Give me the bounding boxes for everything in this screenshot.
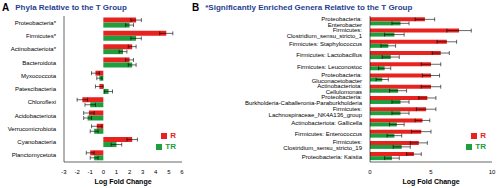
svg-text:10: 10: [489, 169, 492, 175]
html-text:B: B: [192, 1, 200, 13]
html-text:*Significantly Enriched Genera: *Significantly Enriched Genera Relative …: [205, 2, 413, 12]
svg-text:Planctomycetota: Planctomycetota: [12, 152, 57, 158]
svg-text:6: 6: [180, 169, 184, 175]
svg-text:Verrucomicrobiota: Verrucomicrobiota: [8, 126, 57, 132]
svg-text:Firmicutes*: Firmicutes*: [26, 33, 57, 39]
svg-text:-1: -1: [88, 169, 94, 175]
html-text:Phyla Relative to the T Group: Phyla Relative to the T Group: [15, 2, 127, 12]
svg-text:0: 0: [102, 169, 106, 175]
svg-text:2: 2: [128, 169, 132, 175]
svg-text:5: 5: [167, 169, 171, 175]
svg-text:Proteobacteria:Enterobacter: Proteobacteria:Enterobacter: [321, 16, 362, 28]
svg-text:5: 5: [429, 169, 433, 175]
svg-text:Proteobacteria:Gluconacetobact: Proteobacteria:Gluconacetobacter: [312, 72, 363, 84]
html-text:R: R: [170, 131, 176, 140]
svg-text:Actinobacteriota*: Actinobacteriota*: [11, 46, 57, 52]
svg-text:Proteobacteria*: Proteobacteria*: [15, 20, 57, 26]
html-text:A: A: [2, 1, 10, 13]
svg-text:Log Fold Change: Log Fold Change: [94, 178, 151, 186]
svg-text:Acidobacteriota: Acidobacteriota: [15, 113, 57, 119]
html-text:TR: TR: [475, 142, 486, 151]
svg-text:Actinobacteriota: Gallicella: Actinobacteriota: Gallicella: [291, 120, 362, 126]
svg-text:Actinobacteriota:Cellulomonas: Actinobacteriota:Cellulomonas: [317, 83, 362, 95]
svg-text:Firmicutes: Lactobacillus: Firmicutes: Lactobacillus: [296, 52, 362, 58]
svg-text:Proteobacteria: Kaistia: Proteobacteria: Kaistia: [302, 154, 363, 160]
svg-text:Chloroflexi: Chloroflexi: [28, 99, 56, 105]
svg-text:Firmicutes: Leuconostoc: Firmicutes: Leuconostoc: [297, 64, 362, 70]
svg-text:Firmicutes:Clostridium_sensu_s: Firmicutes:Clostridium_sensu_stricto_1: [287, 27, 363, 39]
svg-text:4: 4: [154, 169, 158, 175]
html-text:R: R: [480, 131, 486, 140]
svg-text:1: 1: [115, 169, 119, 175]
svg-text:Firmicutes:Lachnospiraceae_NK4: Firmicutes:Lachnospiraceae_NK4A136_group: [269, 106, 363, 118]
svg-text:Firmicutes: Enterococcus: Firmicutes: Enterococcus: [295, 131, 362, 137]
svg-text:Proteobacteria:Burkholderia-Ca: Proteobacteria:Burkholderia-Caballeronia…: [245, 94, 363, 106]
svg-text:Firmicutes:Clostridium_sensu_s: Firmicutes:Clostridium_sensu_stricto_19: [283, 139, 362, 151]
svg-text:3: 3: [141, 169, 145, 175]
svg-text:Log Fold Change: Log Fold Change: [402, 178, 459, 186]
svg-text:Myxococcota: Myxococcota: [21, 73, 57, 79]
svg-text:Firmicutes: Staphylococcus: Firmicutes: Staphylococcus: [289, 41, 362, 47]
svg-text:-2: -2: [74, 169, 80, 175]
svg-text:Bacteroidota: Bacteroidota: [22, 60, 56, 66]
svg-text:Patescibacteria: Patescibacteria: [15, 86, 57, 92]
svg-text:-3: -3: [61, 169, 67, 175]
svg-text:0: 0: [368, 169, 372, 175]
svg-text:Cyanobacteria: Cyanobacteria: [17, 139, 56, 145]
html-text:TR: TR: [165, 142, 176, 151]
